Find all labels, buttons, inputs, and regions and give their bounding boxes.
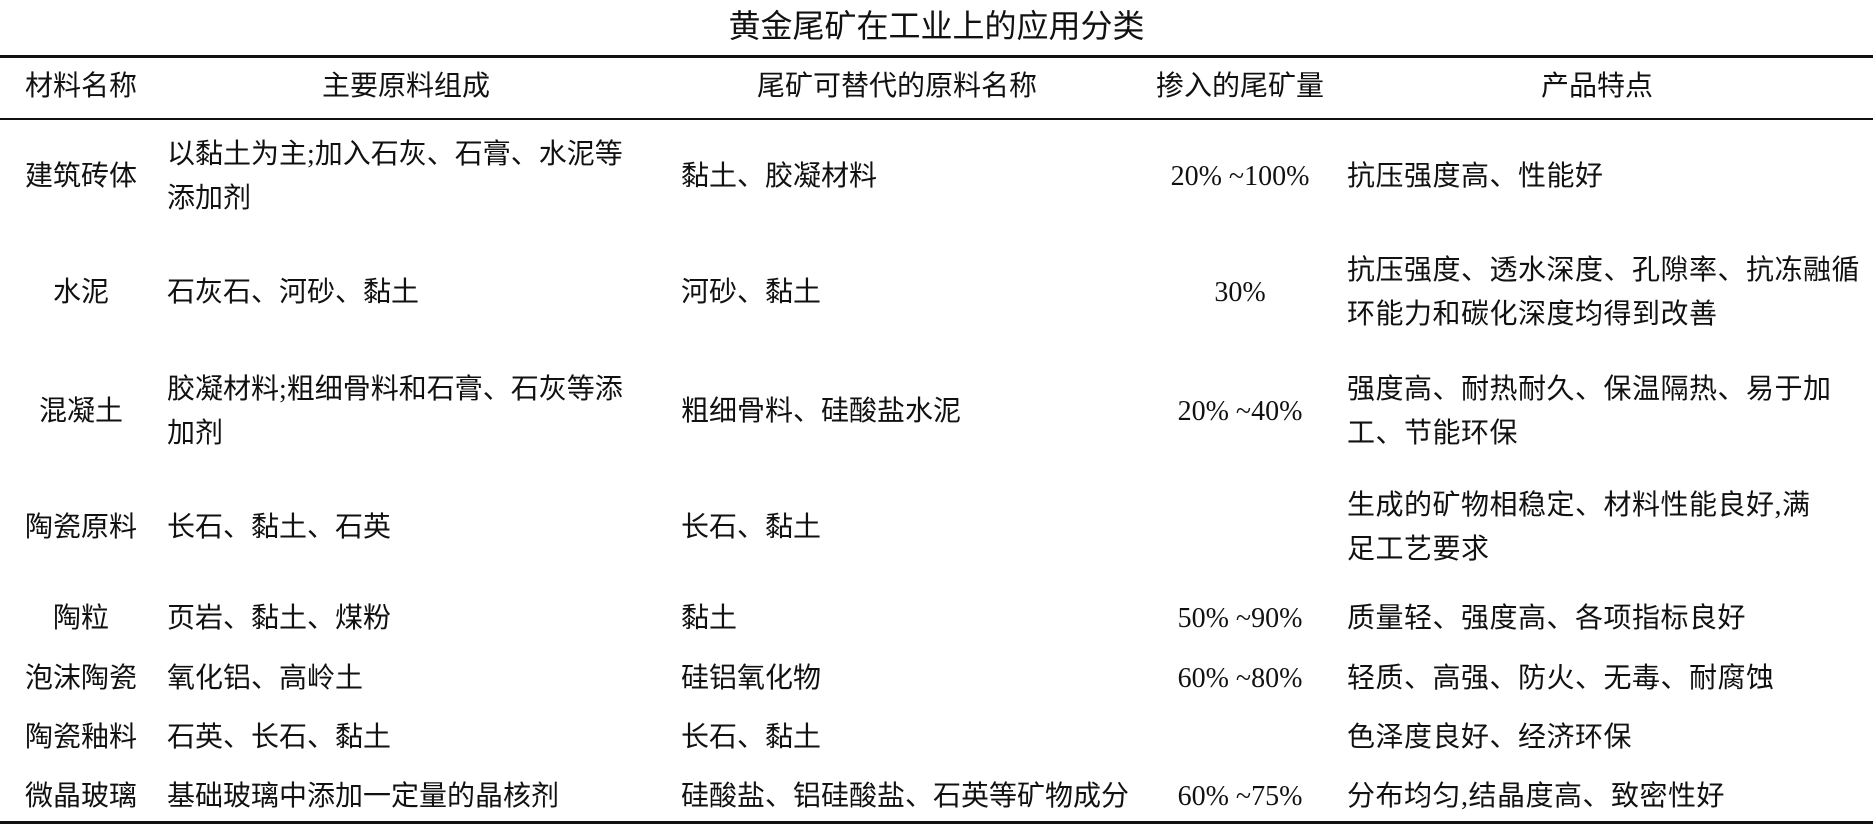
- features-cell: 轻质、高强、防火、无毒、耐腐蚀: [1347, 657, 1775, 701]
- composition-cell-line: 氧化铝、高岭土: [167, 663, 364, 694]
- header-composition: 主要原料组成: [322, 71, 491, 102]
- features-cell: 分布均匀,结晶度高、致密性好: [1347, 775, 1725, 819]
- replaceable-cell: 河砂、黏土: [681, 277, 822, 308]
- features-cell-line: 质量轻、强度高、各项指标良好: [1347, 603, 1747, 634]
- features-cell-line: 分布均匀,结晶度高、致密性好: [1347, 781, 1726, 812]
- material-cell: 微晶玻璃: [24, 781, 137, 812]
- composition-cell-line: 加剂: [167, 418, 224, 449]
- replaceable-cell: 硅铝氧化物: [681, 663, 822, 694]
- features-cell-line: 抗压强度高、性能好: [1347, 161, 1604, 192]
- amount-cell: 60% ~80%: [1177, 663, 1303, 694]
- composition-cell-line: 长石、黏土、石英: [167, 512, 392, 543]
- features-cell-line: 环能力和碳化深度均得到改善: [1347, 299, 1718, 330]
- replaceable-cell: 硅酸盐、铝硅酸盐、石英等矿物成分: [681, 781, 1130, 812]
- features-cell: 抗压强度、透水深度、孔隙率、抗冻融循 环能力和碳化深度均得到改善: [1347, 249, 1860, 337]
- features-cell: 质量轻、强度高、各项指标良好: [1347, 597, 1746, 641]
- header-replaceable: 尾矿可替代的原料名称: [757, 71, 1038, 102]
- replaceable-cell: 黏土: [681, 603, 738, 634]
- replaceable-cell: 黏土、胶凝材料: [681, 161, 878, 192]
- top-rule: [0, 55, 1873, 58]
- composition-cell: 氧化铝、高岭土: [167, 657, 363, 701]
- composition-cell: 石英、长石、黏土: [167, 716, 391, 760]
- features-cell-line: 足工艺要求: [1347, 534, 1490, 565]
- header-amount: 掺入的尾矿量: [1155, 71, 1324, 102]
- header-rule: [0, 118, 1873, 120]
- features-cell-line: 轻质、高强、防火、无毒、耐腐蚀: [1347, 663, 1775, 694]
- features-cell: 抗压强度高、性能好: [1347, 155, 1604, 199]
- material-cell: 泡沫陶瓷: [24, 663, 137, 694]
- composition-cell: 石灰石、河砂、黏土: [167, 271, 419, 315]
- header-material: 材料名称: [24, 71, 137, 102]
- features-cell: 生成的矿物相稳定、材料性能良好,满 足工艺要求: [1347, 484, 1811, 572]
- table-title: 黄金尾矿在工业上的应用分类: [728, 8, 1145, 44]
- features-cell-line: 工、节能环保: [1347, 418, 1519, 449]
- composition-cell-line: 胶凝材料;粗细骨料和石膏、石灰等添: [167, 374, 623, 405]
- features-cell-line: 强度高、耐热耐久、保温隔热、易于加: [1347, 374, 1832, 405]
- amount-cell: 20% ~100%: [1170, 161, 1310, 192]
- material-cell: 混凝土: [38, 396, 123, 427]
- material-cell: 建筑砖体: [24, 161, 137, 192]
- amount-cell: 50% ~90%: [1177, 603, 1303, 634]
- features-cell-line: 色泽度良好、经济环保: [1347, 722, 1633, 753]
- composition-cell: 长石、黏土、石英: [167, 506, 391, 550]
- features-cell-line: 生成的矿物相稳定、材料性能良好,满: [1347, 490, 1811, 521]
- replaceable-cell: 粗细骨料、硅酸盐水泥: [681, 396, 962, 427]
- composition-cell-line: 石灰石、河砂、黏土: [167, 277, 420, 308]
- composition-cell-line: 以黏土为主;加入石灰、石膏、水泥等: [167, 139, 623, 170]
- amount-cell: 60% ~75%: [1177, 781, 1303, 812]
- material-cell: 陶粒: [52, 603, 109, 634]
- features-cell: 强度高、耐热耐久、保温隔热、易于加 工、节能环保: [1347, 368, 1832, 456]
- composition-cell: 以黏土为主;加入石灰、石膏、水泥等 添加剂: [167, 133, 623, 221]
- composition-cell-line: 页岩、黏土、煤粉: [167, 603, 392, 634]
- material-cell: 水泥: [52, 277, 109, 308]
- material-cell: 陶瓷原料: [24, 512, 137, 543]
- composition-cell: 页岩、黏土、煤粉: [167, 597, 391, 641]
- composition-cell-line: 石英、长石、黏土: [167, 722, 392, 753]
- amount-cell: 20% ~40%: [1177, 396, 1303, 427]
- replaceable-cell: 长石、黏土: [681, 722, 822, 753]
- features-cell: 色泽度良好、经济环保: [1347, 716, 1632, 760]
- composition-cell: 基础玻璃中添加一定量的晶核剂: [167, 775, 559, 819]
- material-cell: 陶瓷釉料: [24, 722, 137, 753]
- replaceable-cell: 长石、黏土: [681, 512, 822, 543]
- amount-cell: 30%: [1214, 277, 1266, 308]
- composition-cell-line: 添加剂: [167, 183, 252, 214]
- composition-cell-line: 基础玻璃中添加一定量的晶核剂: [167, 781, 560, 812]
- header-features: 产品特点: [1541, 71, 1654, 102]
- composition-cell: 胶凝材料;粗细骨料和石膏、石灰等添 加剂: [167, 368, 623, 456]
- features-cell-line: 抗压强度、透水深度、孔隙率、抗冻融循: [1347, 255, 1861, 286]
- bottom-rule: [0, 821, 1873, 824]
